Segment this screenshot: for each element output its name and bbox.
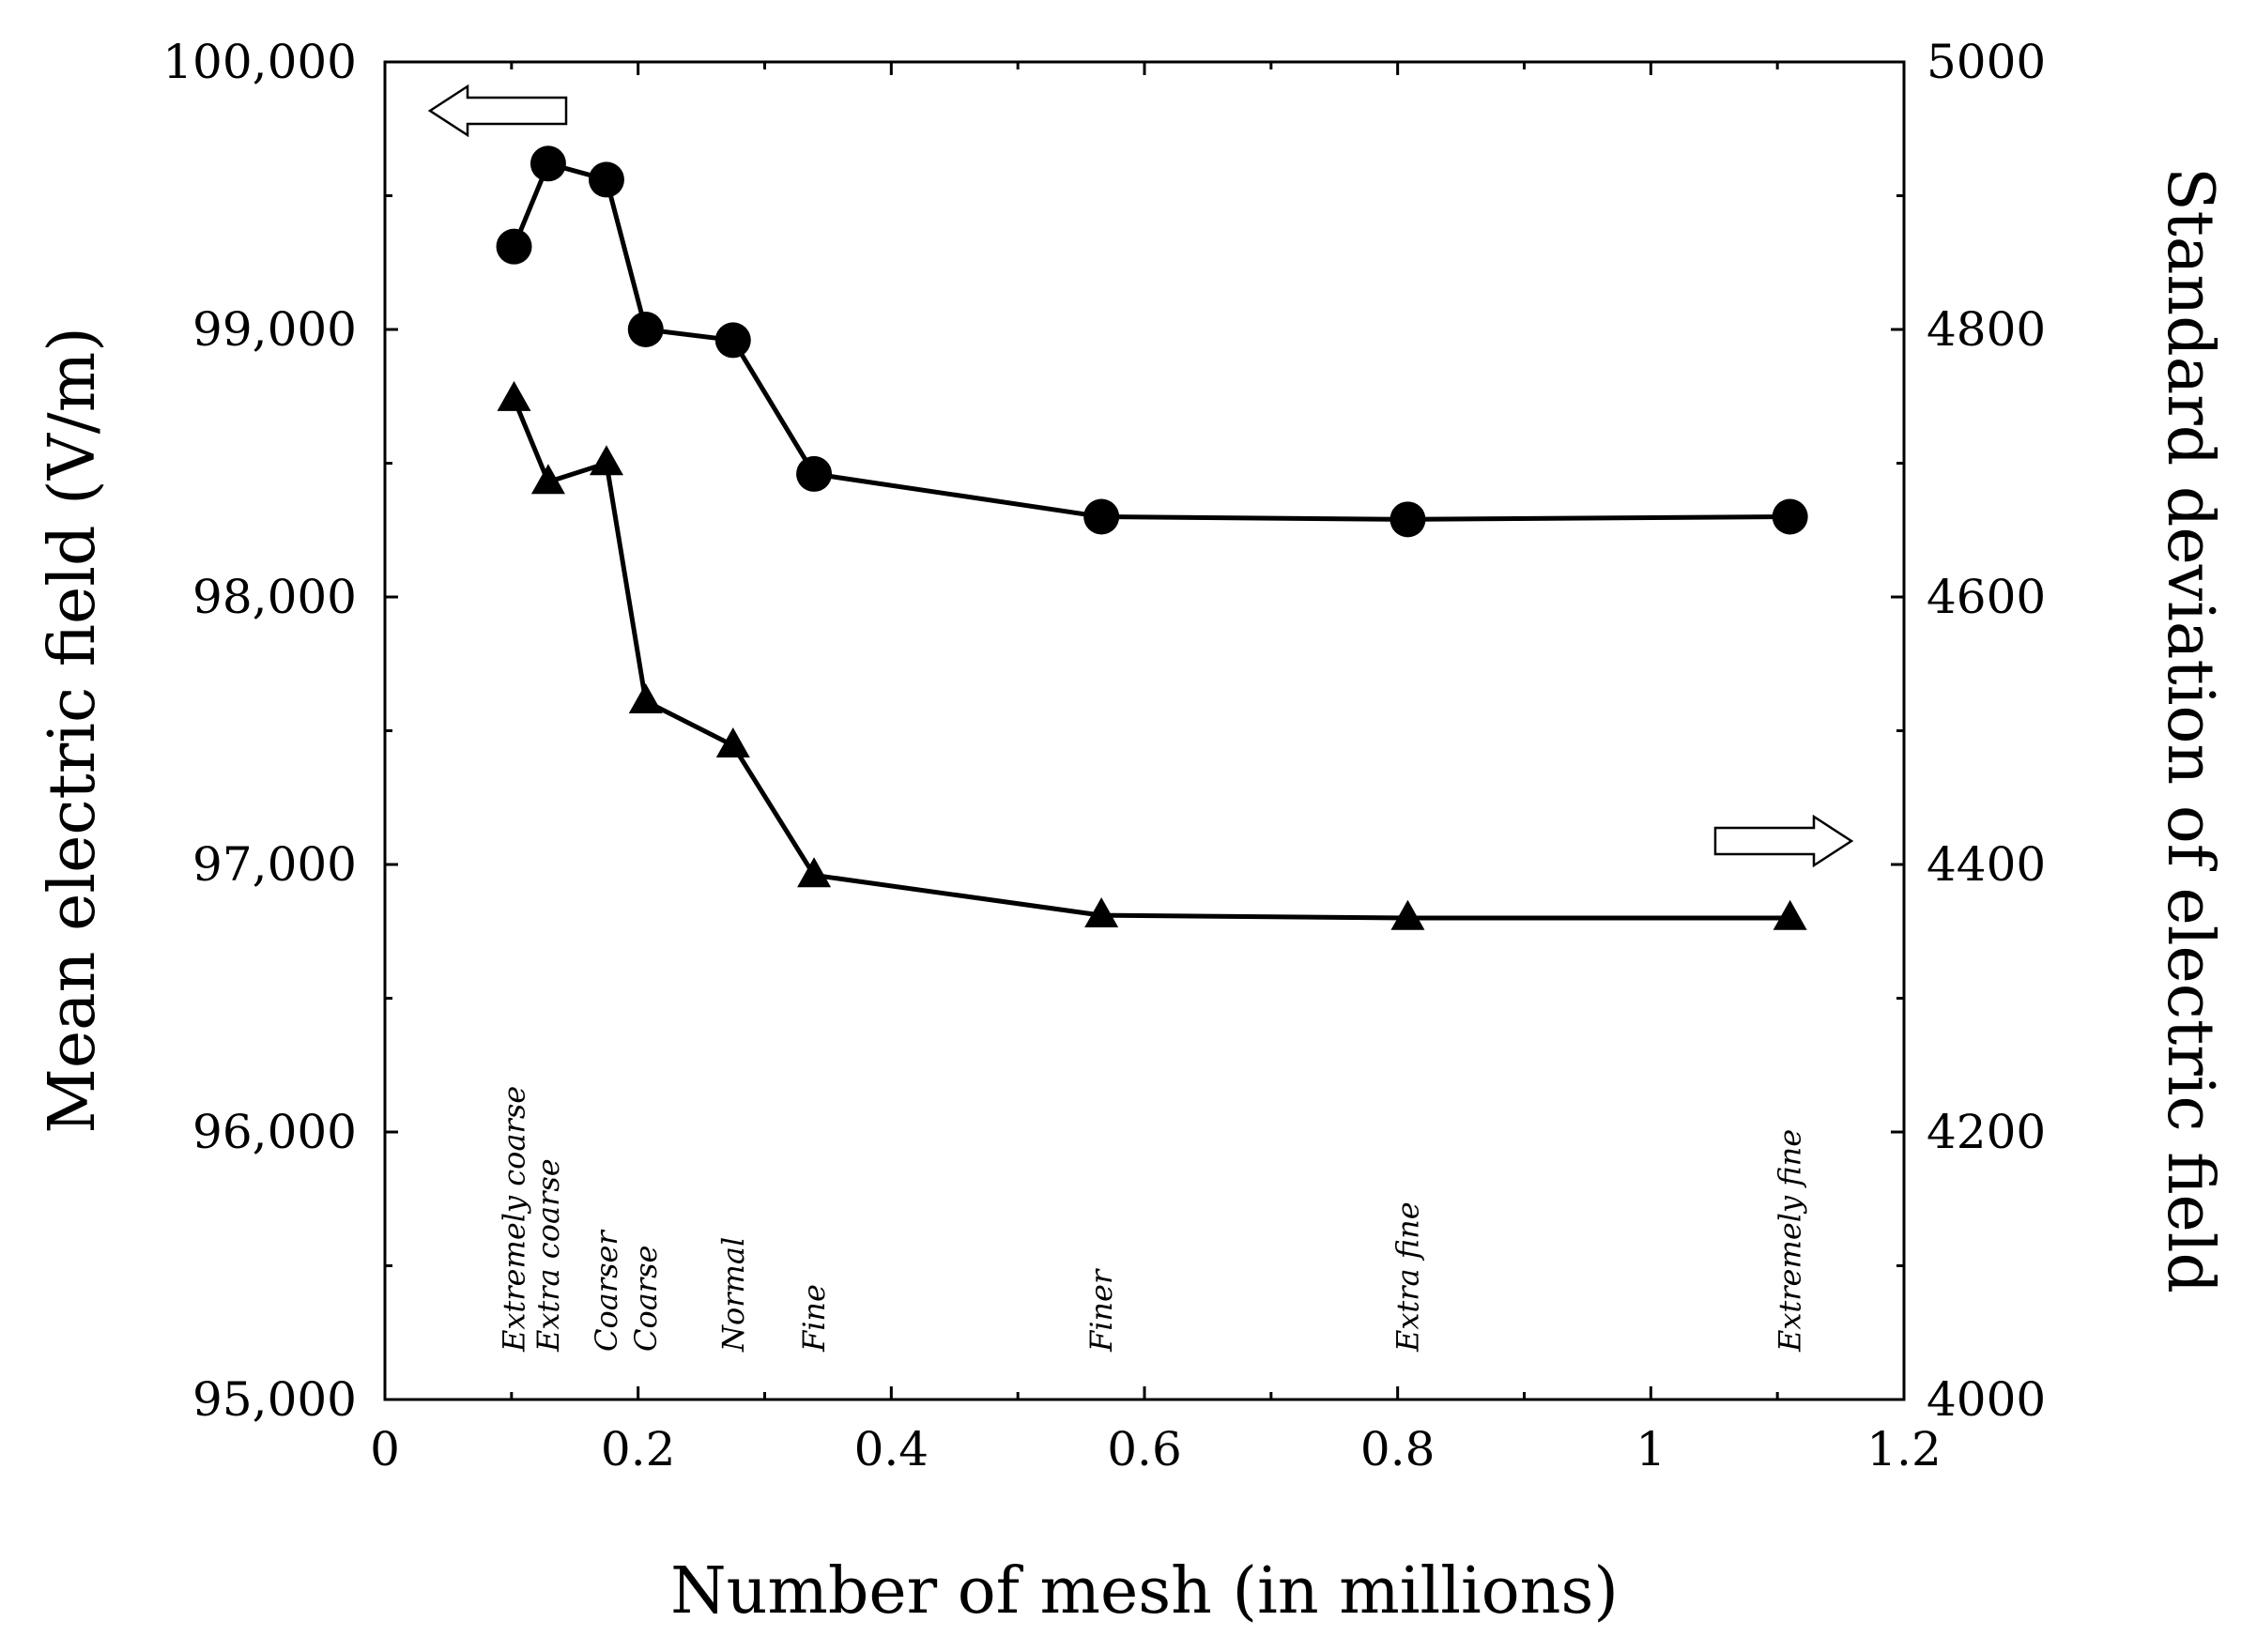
mean-field-point: [714, 322, 751, 359]
mesh-size-label: Extra coarse: [530, 1158, 566, 1353]
tick-marks: [383, 60, 1906, 1401]
y-right-tick-label: 4400: [1927, 837, 2046, 892]
mesh-size-label: Finer: [1083, 1268, 1119, 1353]
std-dev-point: [1084, 896, 1119, 927]
mesh-size-label: Extremely coarse: [497, 1086, 532, 1353]
y-left-axis-title: Mean electric field (V/m): [36, 327, 110, 1133]
mean-field-line: [512, 161, 1790, 522]
x-tick-label: 1: [1635, 1422, 1666, 1476]
x-tick-label: 0.4: [854, 1422, 929, 1476]
plot-frame: [383, 60, 1906, 1401]
y-right-axis-title: Standard deviation of electric field: [2153, 167, 2227, 1293]
std-dev-point: [797, 857, 832, 888]
x-tick-label: 0.6: [1107, 1422, 1182, 1476]
mesh-size-label: Coarser: [589, 1230, 624, 1352]
std-dev-point: [497, 380, 531, 411]
y-right-tick-label: 4600: [1927, 570, 2046, 624]
mean-field-point: [588, 161, 624, 198]
mesh-size-label: Fine: [796, 1284, 832, 1353]
std-dev-line: [512, 398, 1790, 921]
mean-field-point: [796, 455, 833, 492]
mesh-size-label: Coarse: [628, 1246, 664, 1352]
std-dev-point: [530, 464, 565, 495]
std-dev-point: [628, 682, 663, 713]
y-right-tick-label: 4800: [1927, 302, 2046, 357]
y-right-tick-label: 4000: [1927, 1372, 2046, 1427]
y-left-tick-label: 98,000: [192, 570, 357, 624]
mesh-size-label: Normal: [715, 1237, 751, 1353]
y-left-tick-label: 96,000: [192, 1105, 357, 1159]
y-left-tick-label: 97,000: [192, 837, 357, 892]
x-tick-label: 0: [370, 1422, 400, 1476]
x-tick-label: 0.2: [601, 1422, 676, 1476]
mean-field-point: [496, 228, 532, 265]
mean-field-point: [1390, 501, 1426, 538]
data-series: [496, 145, 1808, 930]
mean-field-point: [530, 145, 566, 182]
y-left-tick-label: 100,000: [162, 35, 357, 89]
y-left-tick-label: 95,000: [192, 1372, 357, 1427]
std-dev-point: [1773, 899, 1807, 930]
mean-field-point: [1772, 498, 1808, 535]
mean-field-point: [627, 312, 664, 347]
axis-arrows: [427, 84, 1854, 868]
mean-field-point: [1083, 498, 1120, 535]
x-tick-label: 0.8: [1360, 1422, 1436, 1476]
left-axis-arrow: [427, 84, 568, 138]
x-axis-title: Number of mesh (in millions): [670, 1554, 1619, 1629]
std-dev-point: [589, 445, 623, 476]
std-dev-point: [1390, 899, 1425, 930]
y-left-tick-label: 99,000: [192, 302, 357, 357]
mesh-size-label: Extra fine: [1390, 1201, 1425, 1353]
tick-labels: 0 0.2 0.4 0.6 0.8 1 1.2 95,000 96,000 97,000 98,00…: [162, 35, 2046, 1476]
y-right-tick-label: 4200: [1927, 1105, 2046, 1159]
y-right-tick-label: 5000: [1927, 35, 2046, 89]
std-dev-point: [715, 727, 750, 757]
mesh-size-label: Extremely fine: [1773, 1129, 1808, 1353]
x-tick-label: 1.2: [1866, 1422, 1942, 1476]
right-axis-arrow: [1713, 814, 1854, 868]
